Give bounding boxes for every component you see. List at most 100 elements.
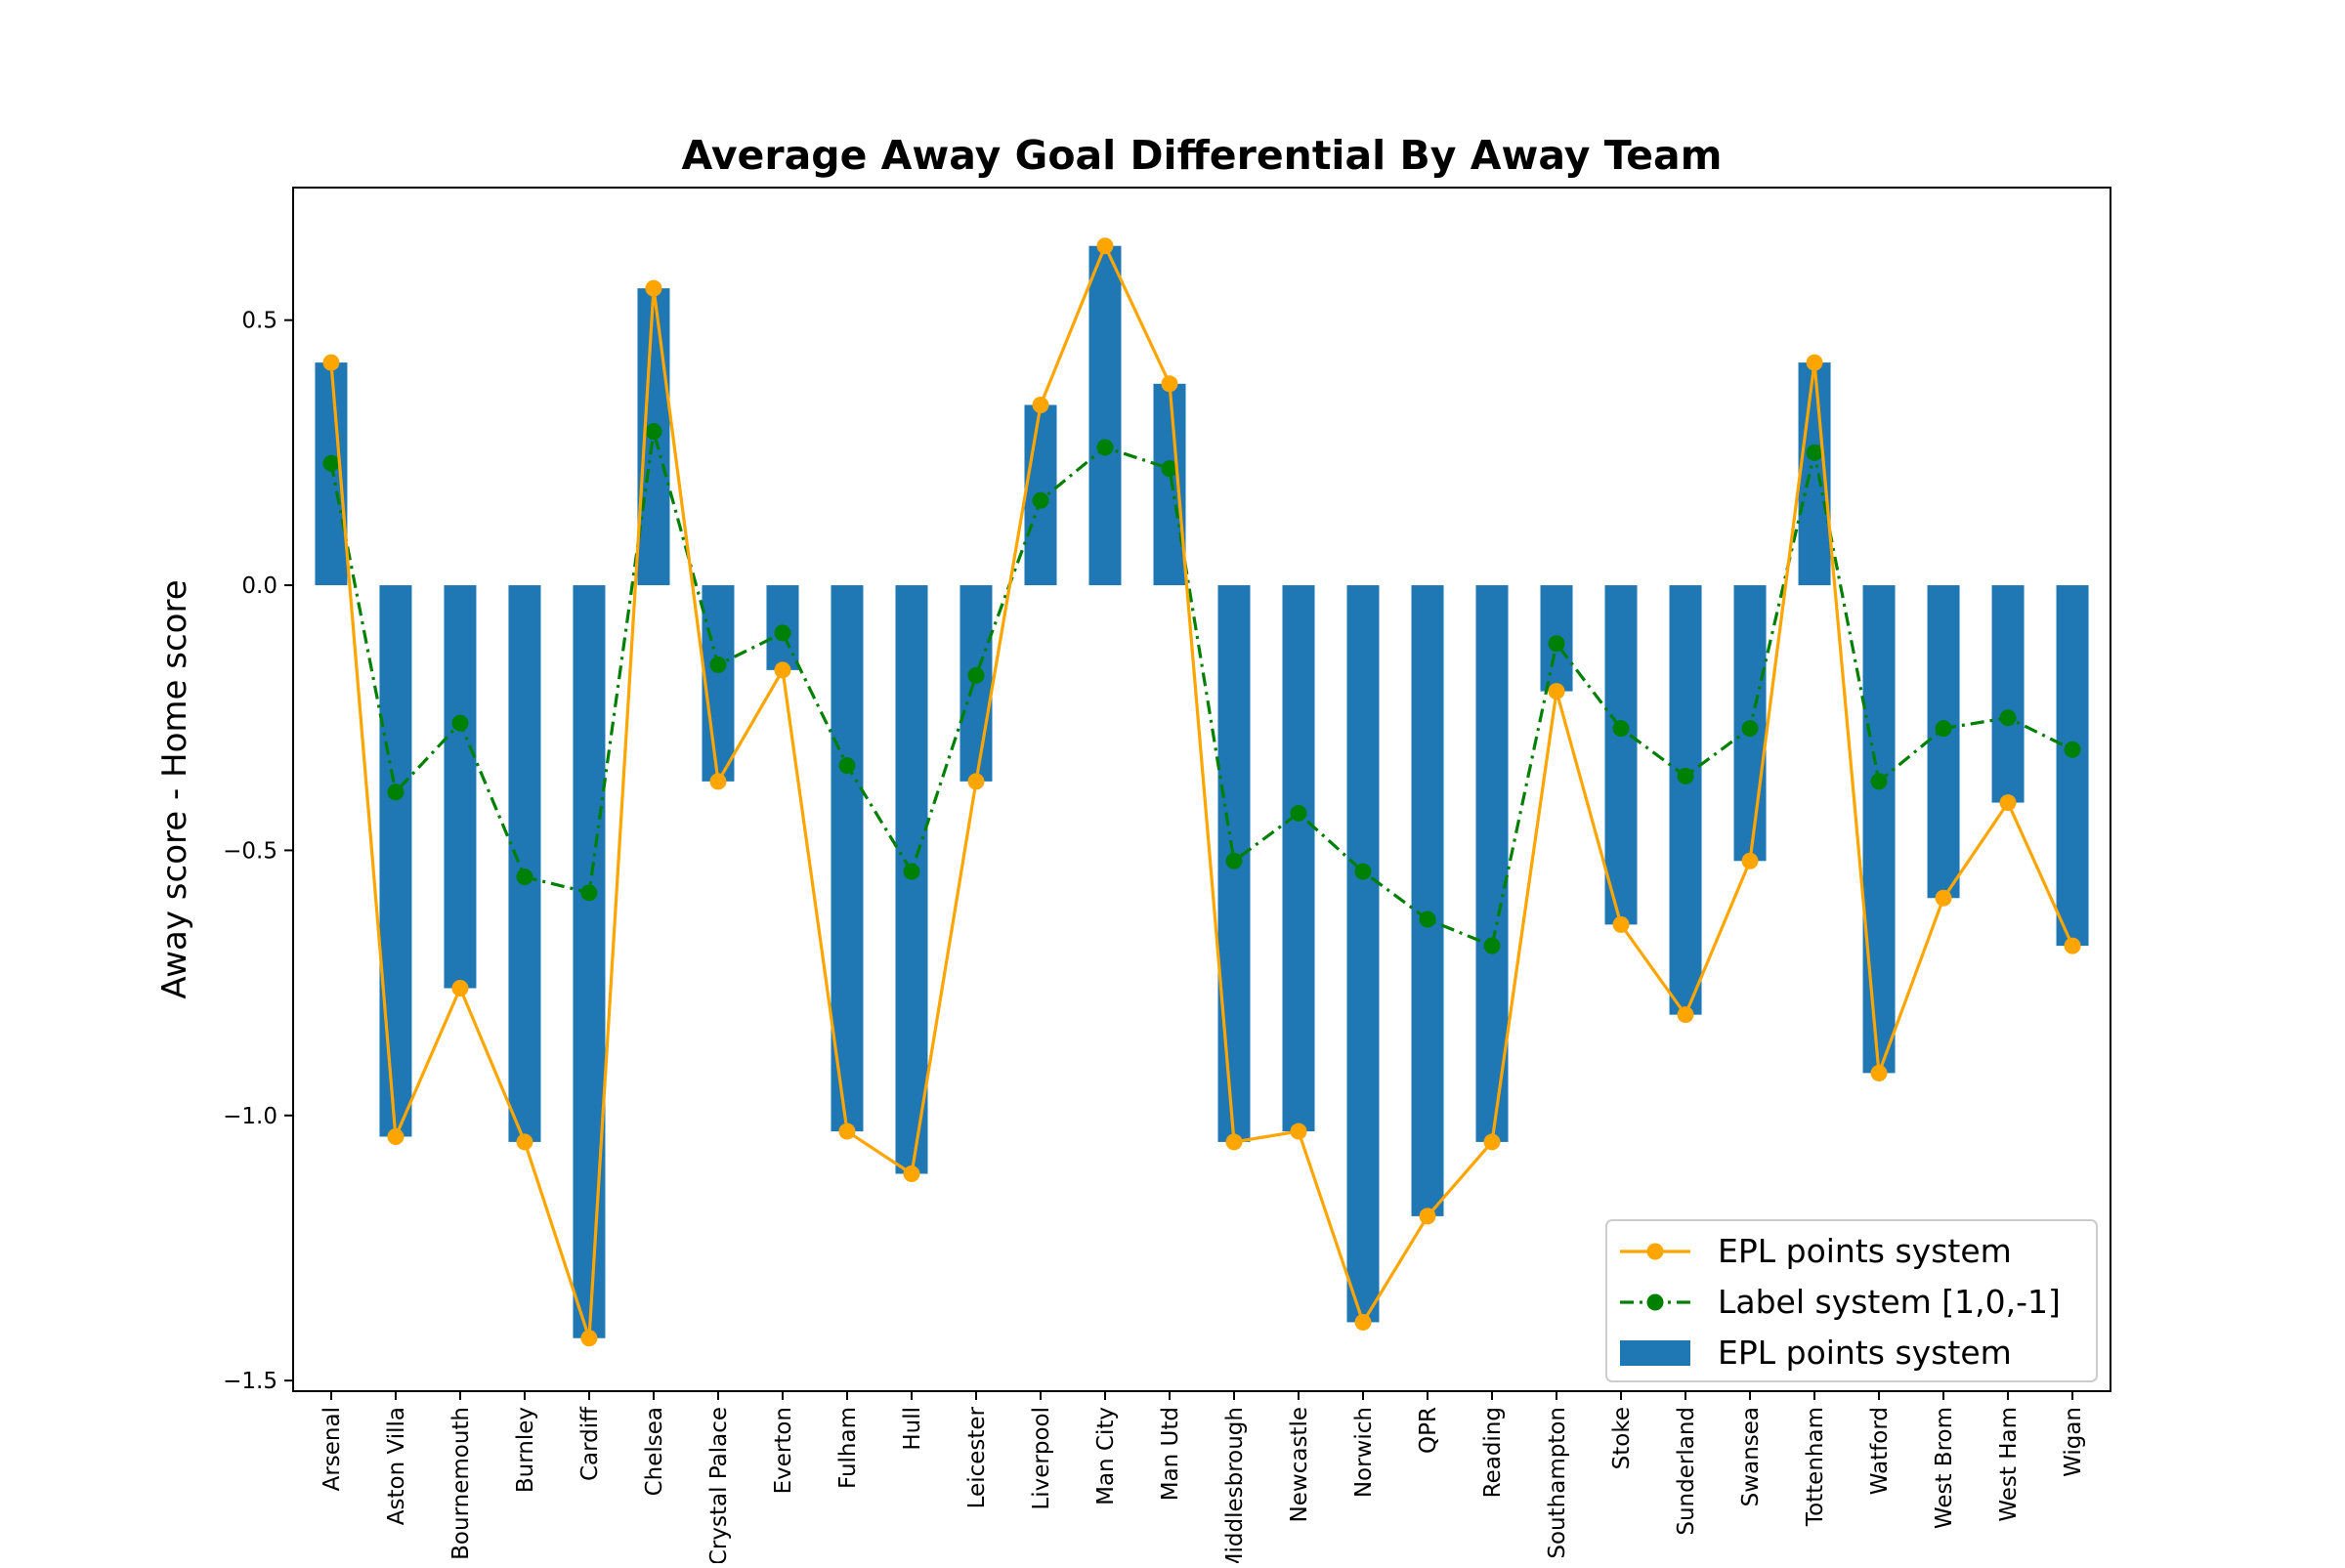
label-system-point-22 — [1741, 720, 1759, 738]
bar-15 — [1282, 585, 1315, 1132]
bar-16 — [1346, 585, 1380, 1323]
x-tick-label-19: Southampton — [1545, 1407, 1570, 1559]
epl-points-point-21 — [1677, 1006, 1694, 1024]
label-system-point-4 — [580, 884, 598, 902]
epl-points-point-15 — [1290, 1123, 1307, 1140]
x-tick-label-21: Sunderland — [1674, 1407, 1699, 1536]
label-system-point-13 — [1161, 460, 1178, 478]
epl-points-point-23 — [1806, 354, 1823, 371]
y-axis-label: Away score - Home score — [155, 579, 194, 998]
label-system-point-20 — [1612, 720, 1630, 738]
y-tick-label-0: 0.5 — [241, 309, 277, 334]
epl-points-point-25 — [1935, 889, 1952, 907]
legend: EPL points system Label system [1,0,-1] EP… — [1605, 1219, 2098, 1382]
legend-marker-epl-line — [1646, 1243, 1664, 1260]
bar-3 — [508, 585, 541, 1142]
label-system-point-17 — [1419, 911, 1436, 928]
epl-points-point-11 — [1032, 397, 1049, 414]
x-tick-label-7: Everton — [771, 1407, 796, 1494]
bar-4 — [573, 585, 606, 1338]
label-system-point-27 — [2064, 741, 2081, 758]
label-system-point-6 — [709, 656, 727, 673]
legend-handle-bars — [1620, 1340, 1690, 1366]
label-system-point-11 — [1032, 491, 1049, 509]
x-tick-label-3: Burnley — [513, 1407, 538, 1493]
x-tick-label-2: Bournemouth — [448, 1407, 474, 1560]
x-tick-label-1: Aston Villa — [384, 1407, 409, 1525]
bar-21 — [1669, 585, 1702, 1015]
label-system-point-0 — [322, 454, 340, 472]
x-tick-label-15: Newcastle — [1287, 1407, 1312, 1522]
label-system-point-3 — [516, 869, 533, 886]
label-system-point-21 — [1677, 767, 1694, 784]
y-tick-label-2: −0.5 — [223, 838, 277, 864]
label-system-point-5 — [645, 423, 662, 441]
epl-points-point-1 — [387, 1127, 405, 1145]
bar-27 — [2056, 585, 2089, 947]
label-system-point-18 — [1483, 937, 1501, 954]
legend-marker-label-line — [1646, 1293, 1664, 1311]
y-tick-label-4: −1.5 — [223, 1369, 277, 1394]
epl-points-point-16 — [1354, 1313, 1372, 1331]
x-tick-label-11: Liverpool — [1029, 1407, 1054, 1510]
chart-title: Average Away Goal Differential By Away T… — [682, 132, 1723, 179]
x-tick-label-5: Chelsea — [642, 1407, 667, 1496]
epl-points-point-8 — [838, 1123, 856, 1140]
epl-points-point-24 — [1870, 1064, 1888, 1081]
x-tick-label-10: Leicester — [964, 1406, 990, 1508]
x-tick-label-27: Wigan — [2061, 1407, 2086, 1477]
label-system-point-16 — [1354, 863, 1372, 880]
label-system-point-23 — [1806, 444, 1823, 461]
x-tick-label-20: Stoke — [1609, 1407, 1635, 1469]
epl-points-point-12 — [1096, 237, 1114, 255]
epl-points-point-3 — [516, 1133, 533, 1151]
x-tick-label-26: West Ham — [1996, 1407, 2022, 1522]
epl-points-point-13 — [1161, 375, 1178, 393]
x-tick-label-6: Crystal Palace — [706, 1407, 732, 1563]
bar-2 — [444, 585, 477, 989]
label-system-point-15 — [1290, 804, 1307, 822]
epl-points-point-22 — [1741, 852, 1759, 869]
label-system-point-14 — [1225, 852, 1243, 869]
epl-points-point-27 — [2064, 937, 2081, 954]
epl-points-point-26 — [1999, 794, 2017, 812]
epl-points-line — [329, 244, 2074, 1340]
x-tick-label-9: Hull — [900, 1407, 925, 1451]
epl-points-point-7 — [774, 661, 791, 679]
epl-points-point-6 — [709, 773, 727, 790]
x-tick-label-13: Man Utd — [1158, 1407, 1183, 1501]
bar-18 — [1475, 585, 1509, 1142]
x-tick-label-25: West Brom — [1932, 1407, 1957, 1529]
lines-layer — [322, 237, 2081, 1347]
label-system-line — [329, 430, 2073, 948]
label-system-point-1 — [387, 784, 405, 801]
bar-1 — [379, 585, 412, 1137]
y-tick-label-1: 0.0 — [241, 573, 277, 599]
x-tick-label-22: Swansea — [1738, 1407, 1764, 1506]
x-tick-label-17: QPR — [1416, 1407, 1441, 1454]
label-system-point-9 — [903, 863, 920, 880]
label-system-point-10 — [967, 666, 985, 684]
plot-frame — [292, 187, 2111, 1392]
label-system-point-25 — [1935, 720, 1952, 738]
bar-17 — [1411, 585, 1444, 1216]
bar-13 — [1153, 383, 1186, 586]
x-tick-label-24: Watford — [1867, 1407, 1893, 1495]
x-tick-label-0: Arsenal — [320, 1407, 345, 1491]
label-system-point-19 — [1548, 635, 1565, 653]
legend-label-2: EPL points system — [1718, 1334, 2012, 1372]
x-tick-label-23: Tottenham — [1803, 1407, 1828, 1527]
epl-points-point-4 — [580, 1330, 598, 1347]
epl-points-point-10 — [967, 773, 985, 790]
label-system-point-24 — [1870, 773, 1888, 790]
x-tick-label-16: Norwich — [1351, 1407, 1377, 1498]
y-tick-label-3: −1.0 — [223, 1104, 277, 1129]
epl-points-point-17 — [1419, 1208, 1436, 1225]
epl-points-point-2 — [451, 980, 469, 997]
legend-label-0: EPL points system — [1718, 1232, 2012, 1270]
bar-12 — [1088, 245, 1122, 586]
epl-points-point-9 — [903, 1165, 920, 1182]
legend-box — [1605, 1219, 2098, 1382]
